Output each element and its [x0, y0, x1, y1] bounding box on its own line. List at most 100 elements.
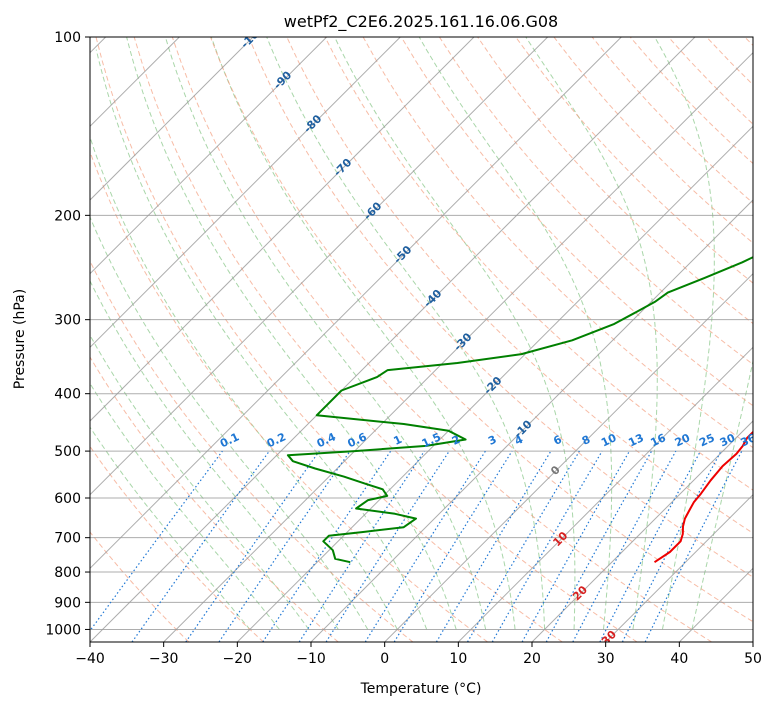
mixing-ratio-label: 25 — [697, 431, 716, 449]
dry-adiabat-line — [90, 356, 339, 642]
mixing-ratio-label: 6 — [551, 433, 564, 448]
y-tick-label: 400 — [54, 387, 81, 403]
x-tick-label: 30 — [597, 651, 615, 667]
isotherm-label: -50 — [391, 243, 414, 266]
mixing-ratio-line — [466, 450, 580, 642]
mixing-ratio-label: 16 — [649, 431, 669, 449]
y-tick-label: 1000 — [45, 622, 81, 638]
mixing-ratio-line — [572, 450, 677, 642]
dry-adiabat-line — [248, 37, 753, 578]
dry-adiabat-line — [668, 37, 753, 125]
mixing-ratio-label: 36 — [739, 431, 759, 449]
isotherm-line — [90, 37, 549, 496]
moist-adiabat-line — [418, 37, 613, 630]
dry-adiabat-line — [90, 531, 190, 642]
isotherm-line — [752, 641, 753, 642]
mixing-ratio-line — [298, 450, 425, 642]
mixing-ratio-line — [262, 450, 392, 642]
moist-adiabat-line — [654, 37, 715, 630]
moist-adiabat-line — [95, 49, 428, 630]
mixing-ratio-line — [644, 450, 743, 642]
dry-adiabats — [90, 37, 753, 642]
isotherm-line — [457, 346, 753, 642]
dry-adiabat-line — [744, 37, 753, 47]
dry-adiabat-line — [477, 37, 753, 325]
mixing-ratio-label: 13 — [626, 431, 645, 449]
moist-adiabat-line — [90, 382, 280, 630]
moist-adiabat-line — [266, 37, 546, 630]
mixing-ratio-label: 20 — [673, 431, 693, 449]
dry-adiabat-line — [362, 37, 753, 449]
mixing-ratio-label: 10 — [599, 431, 619, 449]
isotherm-line — [236, 125, 753, 642]
x-tick-label: −30 — [149, 651, 179, 667]
mixing-ratio-line — [185, 450, 320, 642]
mixing-ratio-line — [325, 450, 450, 642]
isotherm-line — [531, 420, 753, 642]
isotherm-line — [90, 37, 254, 201]
moist-adiabat-line — [90, 279, 339, 630]
x-axis-title: Temperature (°C) — [360, 681, 482, 697]
isotherm-line — [678, 567, 753, 642]
dry-adiabat-line — [706, 37, 753, 86]
isotherm-line — [90, 37, 328, 275]
mixing-ratio-label: 1.5 — [420, 430, 443, 450]
isotherm-line — [605, 493, 753, 642]
y-tick-label: 300 — [54, 313, 81, 329]
pressure-gridlines — [90, 37, 753, 630]
moist-adiabat-line — [90, 334, 310, 630]
x-tick-label: 50 — [744, 651, 762, 667]
x-tick-label: −40 — [75, 651, 105, 667]
moist-adiabat-line — [164, 37, 487, 630]
isotherm-line — [163, 51, 753, 642]
isotherm-label: 10 — [550, 529, 570, 549]
mixing-ratio-label: 3 — [486, 433, 498, 448]
mixing-ratio-line — [218, 450, 351, 642]
mixing-ratio-line — [131, 450, 270, 642]
plot-frame — [89, 36, 754, 643]
moist-adiabat-line — [90, 426, 251, 630]
chart-title: wetPf2_C2E6.2025.161.16.06.G08 — [284, 12, 558, 32]
mixing-ratio-line — [621, 450, 722, 642]
dewpoint-profile-line — [286, 256, 753, 564]
isotherm-line — [384, 272, 753, 642]
y-tick-label: 900 — [54, 595, 81, 611]
isotherm-line — [310, 199, 753, 642]
moist-adiabat-line — [334, 37, 576, 630]
mixing-ratio-label: 30 — [718, 431, 738, 449]
mixing-ratio-line — [521, 450, 631, 642]
x-tick-label: 0 — [380, 651, 389, 667]
mixing-ratio-label: 1 — [392, 433, 404, 448]
isotherm-line — [90, 37, 401, 349]
plot-area: -100-90-80-70-60-50-40-30-20-10010203040… — [90, 37, 759, 686]
dry-adiabat-line — [133, 37, 638, 642]
dry-adiabat-line — [515, 37, 753, 284]
skewed-isotherms — [90, 37, 753, 642]
mixing-ratio-label: 0.1 — [218, 430, 241, 450]
mixing-ratio-line — [90, 450, 223, 632]
x-tick-label: 20 — [523, 651, 541, 667]
isotherm-label: -90 — [271, 68, 294, 91]
dry-adiabat-line — [210, 37, 753, 623]
dry-adiabat-line — [90, 150, 488, 642]
dry-adiabat-line — [553, 37, 753, 244]
y-axis-title: Pressure (hPa) — [12, 289, 28, 389]
dry-adiabat-line — [90, 259, 414, 642]
moist-adiabat-line — [210, 37, 516, 630]
mixing-ratio-line — [393, 450, 513, 642]
y-tick-label: 500 — [54, 444, 81, 460]
y-tick-label: 100 — [54, 30, 81, 46]
dry-adiabat-line — [438, 37, 753, 366]
y-tick-label: 200 — [54, 208, 81, 224]
dry-adiabat-line — [95, 37, 563, 642]
moist-adiabat-line — [525, 37, 658, 630]
isotherm-label: 40 — [635, 666, 655, 686]
isotherm-line — [90, 37, 475, 422]
dry-adiabat-line — [90, 445, 264, 642]
mixing-ratio-label: 0.6 — [346, 430, 369, 450]
y-tick-label: 700 — [54, 531, 81, 547]
moist-adiabat-line — [90, 135, 398, 630]
moist-adiabats — [90, 37, 753, 630]
